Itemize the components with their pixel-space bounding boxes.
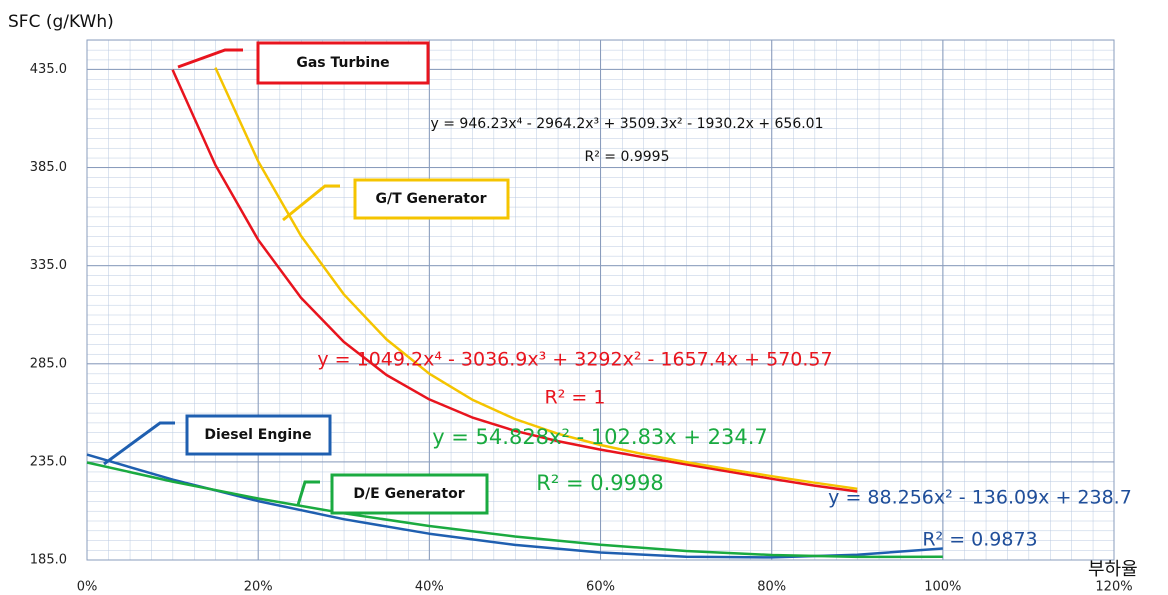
callout-line — [177, 48, 243, 69]
callout-box — [330, 473, 489, 515]
y-axis-label: SFC (g/KWh) — [8, 12, 114, 32]
series-line — [214, 67, 858, 491]
r-squared: R² = 1 — [545, 387, 606, 409]
series-line — [171, 69, 858, 493]
legend-label: Gas Turbine — [296, 55, 389, 71]
x-axis-label: 부하율 — [1088, 559, 1138, 580]
x-tick-label: 120% — [1095, 580, 1132, 595]
callout-line — [282, 184, 340, 222]
series-line — [86, 461, 943, 559]
callout: Diesel Engine — [103, 414, 332, 466]
callout-line — [296, 480, 320, 506]
callout: Gas Turbine — [177, 41, 430, 85]
series-lines — [86, 67, 943, 559]
x-tick-label: 0% — [77, 580, 98, 595]
callout: D/E Generator — [296, 473, 489, 515]
legend-label: G/T Generator — [375, 191, 486, 207]
grid — [86, 39, 1115, 561]
equation: y = 88.256x² - 136.09x + 238.7 — [828, 487, 1132, 509]
callout-line — [103, 421, 175, 466]
y-tick-label: 385.0 — [30, 160, 67, 175]
y-tick-label: 185.0 — [30, 553, 67, 568]
callout-box — [353, 178, 510, 220]
x-tick-label: 100% — [924, 580, 961, 595]
x-tick-label: 80% — [757, 580, 786, 595]
r-squared: R² = 0.9995 — [585, 149, 670, 165]
r-squared: R² = 0.9998 — [536, 471, 663, 495]
equation: y = 54.828x² - 102.83x + 234.7 — [432, 425, 768, 449]
y-tick-label: 435.0 — [30, 62, 67, 77]
x-tick-label: 20% — [244, 580, 273, 595]
legend-label: Diesel Engine — [204, 427, 311, 443]
equation: y = 946.23x⁴ - 2964.2x³ + 3509.3x² - 193… — [431, 116, 824, 132]
callout-box — [185, 414, 332, 456]
y-tick-label: 285.0 — [30, 356, 67, 371]
r-squared: R² = 0.9873 — [922, 529, 1037, 551]
x-tick-label: 60% — [586, 580, 615, 595]
x-tick-label: 40% — [415, 580, 444, 595]
legend-label: D/E Generator — [353, 486, 464, 502]
callout-box — [256, 41, 430, 85]
plot-border — [86, 39, 1115, 561]
y-tick-label: 235.0 — [30, 454, 67, 469]
equation: y = 1049.2x⁴ - 3036.9x³ + 3292x² - 1657.… — [317, 349, 832, 371]
y-tick-label: 335.0 — [30, 258, 67, 273]
callout: G/T Generator — [282, 178, 510, 222]
